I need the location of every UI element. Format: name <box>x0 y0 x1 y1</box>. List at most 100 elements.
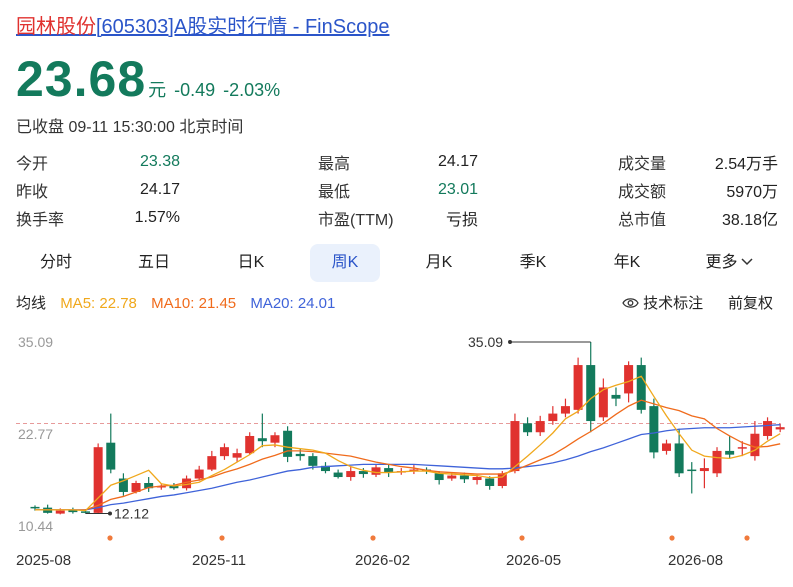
candle-body <box>270 435 280 443</box>
candle-body <box>573 365 583 410</box>
adjust-label: 前复权 <box>728 295 774 312</box>
candle-body <box>560 406 570 414</box>
candle-body <box>106 442 116 470</box>
stat-value: 2.54万手 <box>714 156 778 173</box>
candle-body <box>219 447 229 457</box>
candle-body <box>131 483 141 492</box>
candle-body <box>598 387 608 418</box>
candle-body <box>535 421 545 433</box>
stat-value: 24.17 <box>437 153 478 170</box>
stat-label: 成交量 <box>618 156 667 173</box>
tab-label: 更多 <box>705 254 738 271</box>
tab-label: 季K <box>519 254 547 271</box>
candle-body <box>346 471 356 478</box>
event-dot <box>370 535 376 541</box>
max-marker-dot <box>508 340 512 344</box>
stat-label: 今开 <box>16 156 49 173</box>
ma10-line <box>35 399 781 511</box>
stat-label: 昨收 <box>16 184 49 201</box>
ma5-value: MA5: 22.78 <box>60 295 137 312</box>
stat-row: 最低 23.01 <box>318 176 478 204</box>
stock-title-rest[interactable]: [605303]A股实时行情 - FinScope <box>96 16 390 38</box>
candle-body <box>283 430 293 457</box>
stat-value: 38.18亿 <box>721 212 778 229</box>
price-change: -0.49 <box>174 80 216 100</box>
x-label-2: 2025-11 <box>192 552 246 569</box>
candle-body <box>447 475 457 479</box>
market-status: 已收盘 09-11 15:30:00 北京时间 <box>16 119 244 136</box>
candle-body <box>308 456 318 466</box>
candle-body <box>81 511 91 513</box>
tab-5[interactable]: 季K <box>503 244 563 282</box>
chevron-down-icon <box>740 258 753 266</box>
x-label-4: 2026-05 <box>506 552 562 569</box>
tech-annotation-label: 技术标注 <box>643 295 704 312</box>
event-dot <box>519 535 525 541</box>
tech-annotation-button[interactable]: 技术标注 <box>622 292 703 313</box>
ma5-line <box>35 375 781 512</box>
price-change-pct: -2.03% <box>223 80 281 100</box>
candle-body <box>333 472 343 478</box>
candle-body <box>636 365 646 410</box>
stat-row: 成交额 5970万 <box>618 176 778 204</box>
candle-body <box>459 475 469 480</box>
x-label-1: 2025-08 <box>16 552 72 569</box>
candle-body <box>687 469 697 472</box>
stat-value: 5970万 <box>726 184 778 201</box>
current-price: 23.68 <box>16 51 147 107</box>
candle-body <box>485 478 495 486</box>
candle-body <box>30 506 40 509</box>
stat-value: 24.17 <box>139 181 180 198</box>
period-tabs: 分时 五日 日K 周K 月K 季K 年K 更多 <box>0 244 793 282</box>
candle-body <box>320 465 330 472</box>
candle-body <box>68 509 78 513</box>
tab-3[interactable]: 周K <box>310 244 380 282</box>
stat-value: 23.38 <box>139 153 180 170</box>
candle-body <box>548 413 558 422</box>
candle-body <box>358 471 368 475</box>
candle-body <box>207 456 217 470</box>
max-marker-label: 35.09 <box>468 334 503 350</box>
min-marker-label: 12.12 <box>114 505 149 521</box>
tab-0[interactable]: 分时 <box>26 244 86 282</box>
y-axis-label: 35.09 <box>18 334 53 350</box>
tab-2[interactable]: 日K <box>221 244 281 282</box>
stat-label: 市盈(TTM) <box>318 212 394 229</box>
stat-label: 总市值 <box>618 212 667 229</box>
candle-body <box>624 365 634 394</box>
kline-chart[interactable]: 35.09 22.77 10.44 35.09 12.12 <box>0 318 793 548</box>
candle-body <box>763 421 773 436</box>
tab-label: 分时 <box>39 254 72 271</box>
page-title-link[interactable]: 园林股份[605303]A股实时行情 - FinScope <box>16 10 389 39</box>
stat-value: 23.01 <box>437 181 478 198</box>
tab-7[interactable]: 更多 <box>699 244 759 282</box>
stat-row: 今开 23.38 <box>16 148 182 176</box>
candle-body <box>775 427 785 430</box>
candle-body <box>55 510 65 514</box>
candle-body <box>232 453 242 458</box>
tab-4[interactable]: 月K <box>409 244 469 282</box>
ma20-value: MA20: 24.01 <box>250 295 336 312</box>
candle-body <box>371 467 381 475</box>
stat-row: 成交量 2.54万手 <box>618 148 778 176</box>
y-axis-label: 22.77 <box>18 426 53 442</box>
tab-1[interactable]: 五日 <box>124 244 184 282</box>
stat-row: 昨收 24.17 <box>16 176 182 204</box>
stat-row: 最高 24.17 <box>318 148 478 176</box>
stats-column-3: 成交量 2.54万手成交额 5970万总市值 38.18亿 <box>618 148 778 232</box>
min-marker-dot <box>108 511 112 516</box>
x-label-3: 2026-02 <box>355 552 411 569</box>
stock-name[interactable]: 园林股份 <box>16 16 96 38</box>
tab-6[interactable]: 年K <box>597 244 657 282</box>
candle-body <box>497 473 507 486</box>
stat-row: 总市值 38.18亿 <box>618 204 778 232</box>
eye-icon <box>622 298 639 308</box>
candle-body <box>649 406 659 453</box>
candle-body <box>662 443 671 451</box>
candle-body <box>144 483 154 489</box>
candle-body <box>384 468 394 473</box>
candle-body <box>182 478 192 489</box>
adjust-button[interactable]: 前复权 <box>728 292 773 313</box>
candle-body <box>699 468 709 472</box>
stats-column-1: 今开 23.38 昨收 24.17 换手率 1.57% <box>16 148 182 232</box>
